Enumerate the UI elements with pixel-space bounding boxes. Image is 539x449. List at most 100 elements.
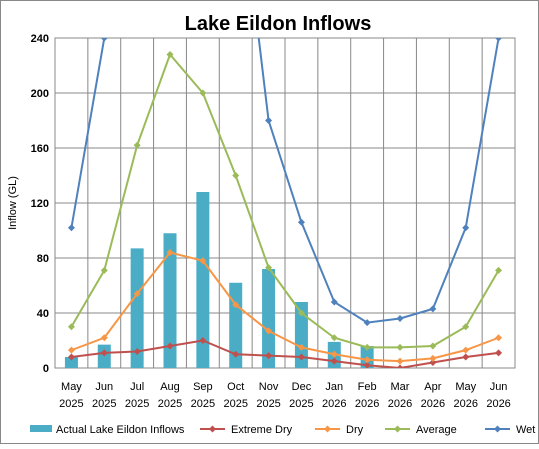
line-marker: [396, 364, 404, 368]
x-tick-label: Apr 2026: [421, 381, 445, 410]
legend-label: Dry: [346, 424, 364, 436]
line-marker: [495, 334, 503, 342]
y-axis-label: Inflow (GL): [7, 176, 19, 230]
line-marker: [429, 305, 437, 313]
line-marker: [363, 356, 371, 364]
line-marker: [265, 264, 273, 272]
line-marker: [462, 224, 470, 232]
line-marker: [232, 350, 240, 358]
x-tick-label: Sep 2025: [191, 381, 215, 410]
x-tick-label: Dec 2025: [289, 381, 313, 410]
x-tick-label: Oct 2025: [223, 381, 247, 410]
line-marker: [100, 38, 108, 42]
line-marker: [100, 266, 108, 274]
line-marker: [462, 323, 470, 331]
legend-label: Average: [416, 424, 457, 436]
x-tick-label: Feb 2026: [355, 381, 379, 410]
line-marker: [199, 257, 207, 265]
line-marker: [133, 348, 141, 355]
line-marker: [297, 343, 305, 351]
line-marker: [232, 172, 240, 179]
line-marker: [330, 334, 338, 342]
line-marker: [429, 342, 437, 350]
x-tick-label: Jun 2025: [92, 381, 116, 410]
y-tick-label: 240: [31, 33, 49, 45]
line: [70, 52, 500, 349]
bar: [262, 269, 276, 368]
line-marker: [199, 89, 207, 97]
line-marker: [67, 224, 75, 232]
x-tick-label: Aug 2025: [158, 381, 182, 410]
line-marker: [166, 342, 174, 350]
legend-marker: [324, 425, 331, 433]
x-tick-label: Jul 2025: [125, 381, 149, 410]
line: [71, 339, 499, 368]
y-tick-label: 40: [37, 308, 49, 320]
y-tick-label: 0: [43, 363, 49, 375]
line-marker: [396, 357, 404, 365]
line-marker: [67, 346, 75, 354]
line-marker: [462, 353, 470, 361]
line-marker: [495, 38, 503, 42]
line-marker: [330, 357, 338, 365]
line-marker: [363, 361, 371, 368]
bar: [229, 282, 243, 368]
line: [70, 38, 500, 324]
line-marker: [265, 327, 273, 335]
legend-label: Extreme Dry: [231, 424, 293, 436]
line: [71, 251, 499, 363]
legend-swatch: [30, 425, 52, 432]
legend-marker: [494, 425, 501, 433]
line-marker: [67, 323, 75, 331]
line-marker: [166, 51, 174, 58]
legend-label: Wet: [516, 424, 535, 436]
x-tick-label: Mar 2026: [388, 381, 412, 410]
legend-label: Actual Lake Eildon Inflows: [56, 424, 185, 436]
chart-title: Lake Eildon Inflows: [185, 13, 372, 35]
line-marker: [462, 346, 470, 354]
bar: [163, 233, 177, 368]
y-tick-label: 200: [31, 88, 49, 100]
line-marker: [297, 353, 305, 361]
line-marker: [297, 218, 305, 226]
x-tick-label: Jan 2026: [322, 381, 346, 410]
x-tick-label: Nov 2025: [256, 381, 280, 410]
line-marker: [330, 298, 338, 306]
line-marker: [363, 319, 371, 327]
plot-area: [64, 38, 503, 368]
x-tick-label: May 2026: [453, 381, 477, 410]
legend-marker: [209, 425, 216, 433]
line-marker: [396, 315, 404, 322]
line-marker: [396, 343, 404, 351]
line-marker: [495, 266, 503, 274]
legend-marker: [394, 425, 401, 433]
line-marker: [297, 309, 305, 317]
line-marker: [429, 359, 437, 366]
plot-border: [54, 37, 516, 369]
line-marker: [232, 301, 240, 309]
bar: [294, 302, 308, 368]
line-marker: [330, 350, 338, 358]
line-marker: [100, 349, 108, 357]
line-marker: [67, 353, 75, 361]
x-tick-label: May 2025: [59, 381, 83, 410]
line-marker: [133, 141, 141, 149]
line-marker: [265, 117, 273, 124]
line-marker: [265, 352, 273, 360]
line-marker: [133, 290, 141, 298]
line-marker: [429, 354, 437, 362]
line-marker: [495, 349, 503, 357]
line-marker: [100, 334, 108, 342]
bar: [130, 248, 144, 368]
y-tick-label: 80: [37, 253, 49, 265]
line-marker: [199, 337, 207, 344]
line-marker: [166, 249, 174, 256]
y-tick-label: 120: [31, 198, 49, 210]
bar: [196, 192, 210, 368]
bar: [64, 357, 78, 368]
x-tick-label: Jun 2026: [486, 381, 510, 410]
line-marker: [363, 343, 371, 351]
y-tick-label: 160: [31, 143, 49, 155]
